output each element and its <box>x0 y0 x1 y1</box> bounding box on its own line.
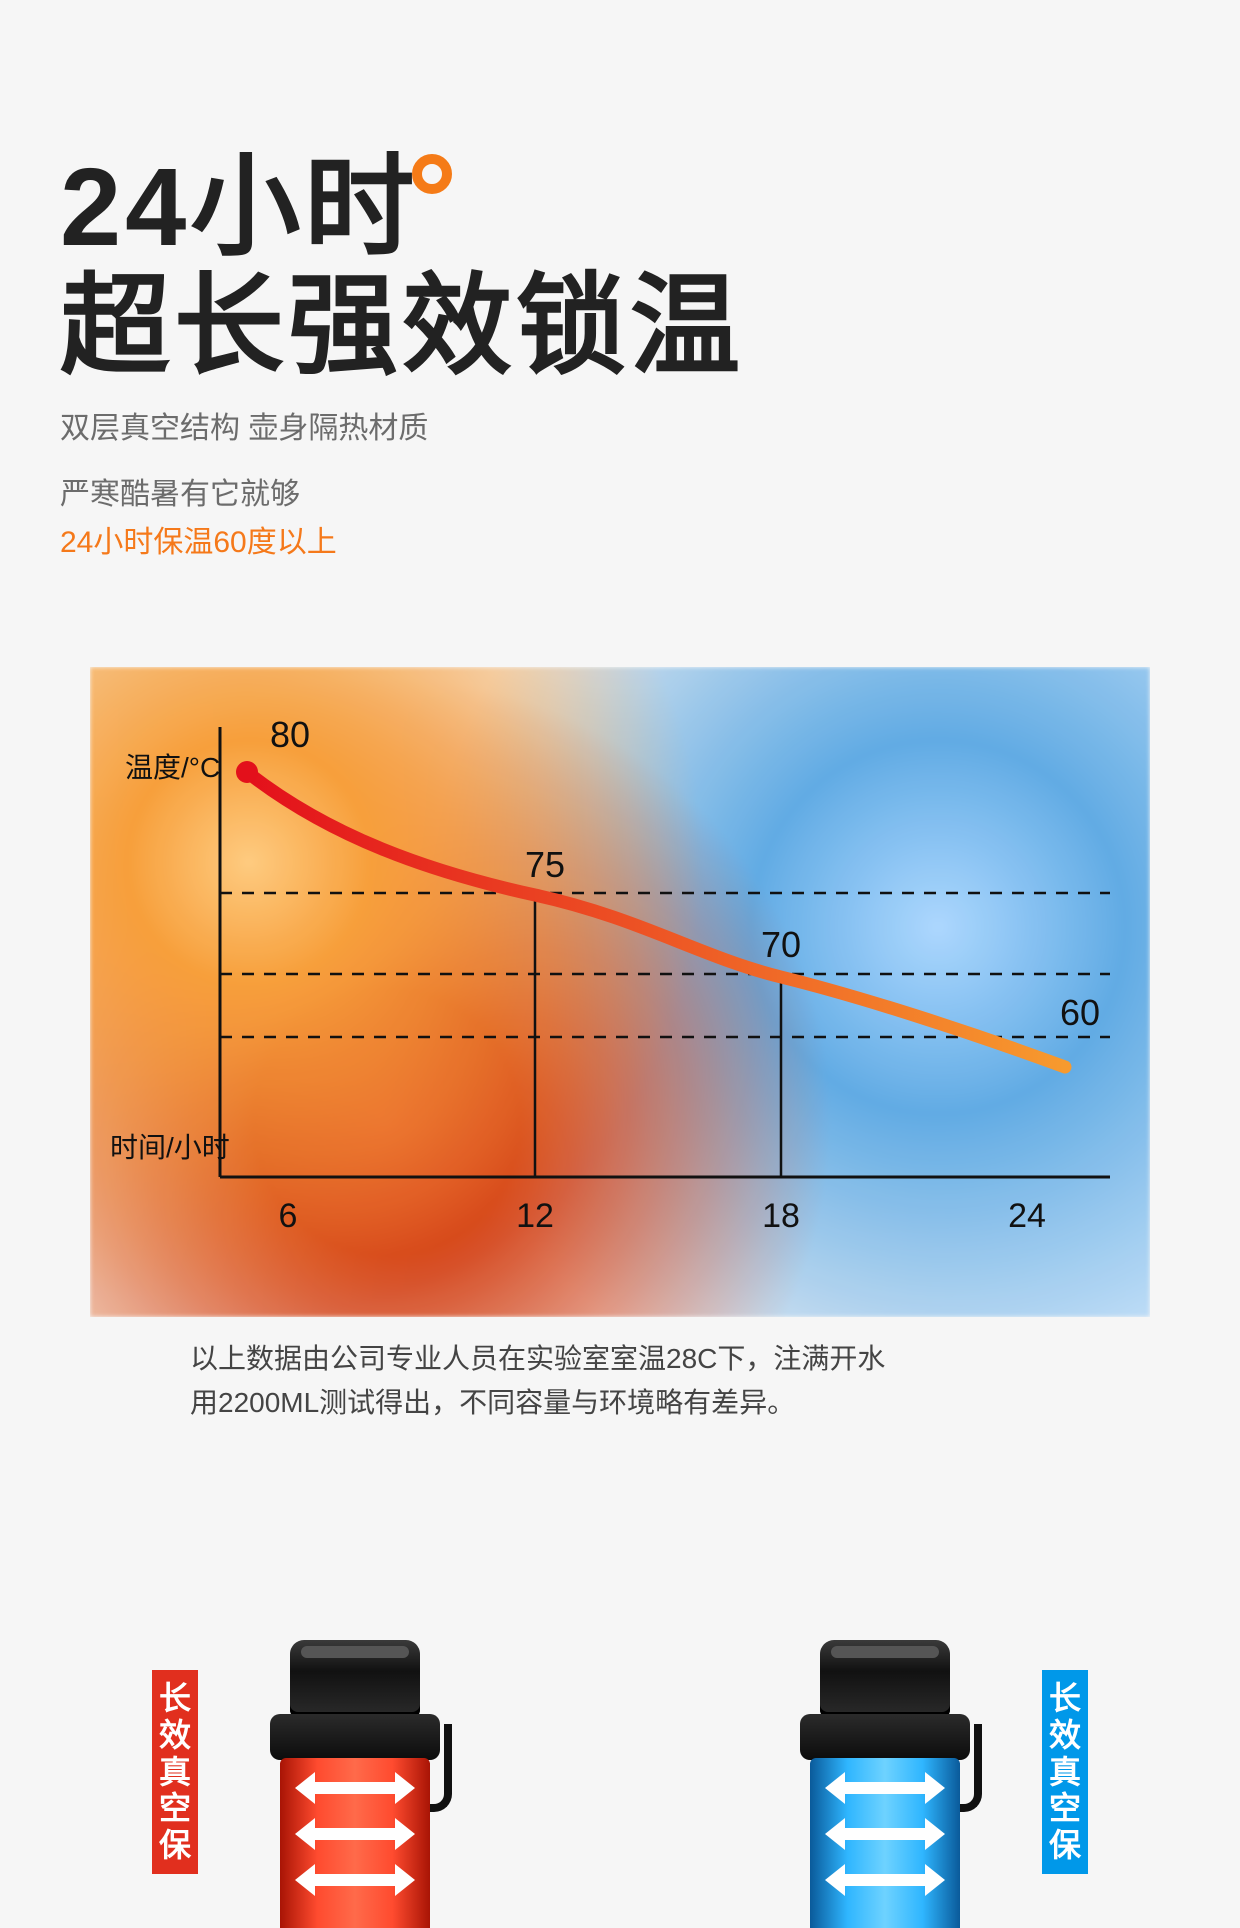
header-block: 24小时 超长强效锁温 双层真空结构 壶身隔热材质 严寒酷暑有它就够 24小时保… <box>0 0 1240 607</box>
double-arrow-icon <box>843 1874 927 1886</box>
bottle-neck-icon <box>800 1714 970 1760</box>
subtitle-accent: 24小时保温60度以上 <box>60 519 1180 567</box>
bottle-cap-icon <box>820 1640 950 1718</box>
bottle-cap-icon <box>290 1640 420 1718</box>
thermos-row: 长效真空保 长效真空保 <box>0 1640 1240 1920</box>
subtitle-2: 严寒酷暑有它就够 <box>60 471 1180 519</box>
x-tick-1: 12 <box>516 1197 554 1235</box>
thermos-cold: 长效真空保 <box>670 1640 1100 1920</box>
arrows-icon <box>313 1782 397 1886</box>
cold-vertical-label: 长效真空保 <box>1042 1670 1088 1874</box>
double-arrow-icon <box>843 1782 927 1794</box>
degree-icon <box>412 154 452 194</box>
double-arrow-icon <box>843 1828 927 1840</box>
bottle-hot <box>250 1640 460 1920</box>
title-line-1-text: 24小时 <box>60 150 418 266</box>
pt-label-2: 70 <box>761 924 801 965</box>
caption-line-2: 用2200ML测试得出，不同容量与环境略有差异。 <box>190 1387 795 1418</box>
product-infographic: 24小时 超长强效锁温 双层真空结构 壶身隔热材质 严寒酷暑有它就够 24小时保… <box>0 0 1240 1920</box>
double-arrow-icon <box>313 1828 397 1840</box>
y-axis-label: 温度/°C <box>125 752 220 783</box>
temp-curve <box>247 772 1065 1067</box>
pt-label-3: 60 <box>1060 992 1100 1033</box>
bottle-body-hot <box>280 1758 430 1928</box>
caption-line-1: 以上数据由公司专业人员在实验室室温28C下，注满开水 <box>190 1343 885 1374</box>
arrows-icon <box>843 1782 927 1886</box>
x-tick-0: 6 <box>279 1197 298 1235</box>
x-axis-label: 时间/小时 <box>110 1132 230 1163</box>
pt-label-1: 75 <box>525 844 565 885</box>
bottle-cold <box>780 1640 990 1920</box>
chart-caption: 以上数据由公司专业人员在实验室室温28C下，注满开水 用2200ML测试得出，不… <box>190 1337 1150 1427</box>
title-line-2: 超长强效锁温 <box>60 266 1180 387</box>
start-point <box>236 761 258 783</box>
x-tick-2: 18 <box>762 1197 800 1235</box>
x-tick-3: 24 <box>1008 1197 1046 1235</box>
title-line-1: 24小时 <box>60 150 1180 266</box>
temperature-chart: 温度/°C 时间/小时 6 12 18 24 80 75 70 60 <box>90 667 1150 1317</box>
bottle-body-cold <box>810 1758 960 1928</box>
double-arrow-icon <box>313 1782 397 1794</box>
subtitle-1: 双层真空结构 壶身隔热材质 <box>60 405 1180 453</box>
double-arrow-icon <box>313 1874 397 1886</box>
chart-svg: 温度/°C 时间/小时 6 12 18 24 80 75 70 60 <box>90 667 1150 1317</box>
bottle-neck-icon <box>270 1714 440 1760</box>
hot-vertical-label: 长效真空保 <box>152 1670 198 1874</box>
thermos-hot: 长效真空保 <box>140 1640 570 1920</box>
pt-label-0: 80 <box>270 714 310 755</box>
